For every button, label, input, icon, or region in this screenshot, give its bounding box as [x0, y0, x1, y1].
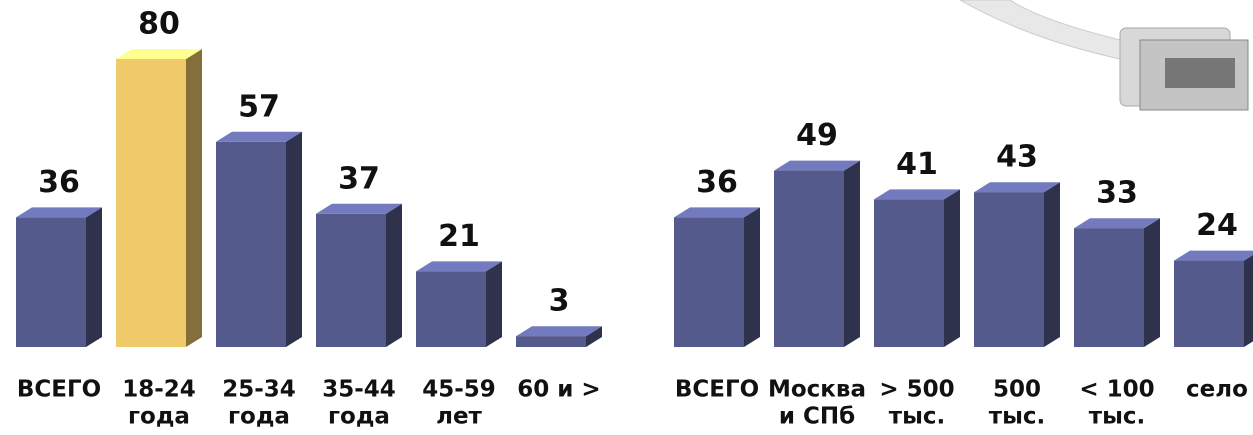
category-label: < 100	[1079, 377, 1154, 403]
bar	[516, 336, 586, 347]
bar-side	[186, 49, 202, 347]
value-label: 49	[796, 118, 838, 153]
category-label: и СПб	[779, 404, 855, 430]
bar-top	[116, 49, 202, 59]
value-label: 37	[338, 161, 380, 196]
bar-side	[86, 207, 102, 347]
bar-top	[16, 207, 102, 218]
bar	[1074, 228, 1144, 347]
bar-side	[286, 131, 302, 347]
value-label: 36	[696, 165, 738, 200]
category-label: село	[1186, 377, 1248, 403]
bar-side	[844, 160, 860, 347]
value-label: 57	[238, 89, 280, 124]
value-label: 33	[1096, 176, 1138, 211]
bar	[216, 141, 286, 347]
category-label: тыс.	[989, 404, 1046, 430]
category-label: ВСЕГО	[17, 377, 101, 403]
bar-top	[874, 189, 960, 200]
bar-top	[974, 182, 1060, 193]
bar-side	[1244, 254, 1253, 347]
category-label: ВСЕГО	[675, 377, 759, 403]
bar-top	[674, 207, 760, 218]
bar-top	[1074, 218, 1160, 229]
bar-side	[586, 326, 602, 347]
bar	[774, 170, 844, 347]
bar-top	[1174, 250, 1253, 261]
usb-plug-illustration	[958, 0, 1249, 111]
bar-side	[386, 203, 402, 347]
category-label: 18-24	[122, 377, 196, 403]
category-label: тыс.	[889, 404, 946, 430]
bar	[674, 217, 744, 347]
bar-side	[944, 189, 960, 347]
bar-top	[416, 261, 502, 272]
category-label: года	[328, 404, 390, 430]
category-label: 60 и >	[517, 377, 600, 403]
value-label: 80	[138, 7, 180, 42]
bar-top	[774, 160, 860, 171]
bar	[416, 271, 486, 347]
category-label: лет	[436, 404, 482, 430]
value-label: 41	[896, 147, 938, 182]
category-label: года	[228, 404, 290, 430]
value-label: 24	[1196, 208, 1238, 243]
category-label: 35-44	[322, 377, 396, 403]
bar	[974, 192, 1044, 347]
bar-side	[1144, 218, 1160, 347]
value-label: 43	[996, 140, 1038, 175]
bar	[874, 199, 944, 347]
bar-side	[1044, 182, 1060, 347]
bar	[16, 217, 86, 347]
bar	[316, 213, 386, 347]
value-label: 36	[38, 165, 80, 200]
bar-side	[744, 207, 760, 347]
category-label: 25-34	[222, 377, 296, 403]
category-label: > 500	[879, 377, 954, 403]
category-label: Москва	[768, 377, 866, 403]
bar-top	[216, 131, 302, 142]
bar	[1174, 260, 1244, 347]
bar	[116, 59, 186, 347]
category-label: года	[128, 404, 190, 430]
bar-side	[486, 261, 502, 347]
value-label: 21	[438, 219, 480, 254]
value-label: 3	[549, 284, 570, 319]
bar-top	[516, 326, 602, 337]
category-label: тыс.	[1089, 404, 1146, 430]
category-label: 45-59	[422, 377, 496, 403]
bar-top	[316, 203, 402, 214]
category-label: 500	[993, 377, 1041, 403]
